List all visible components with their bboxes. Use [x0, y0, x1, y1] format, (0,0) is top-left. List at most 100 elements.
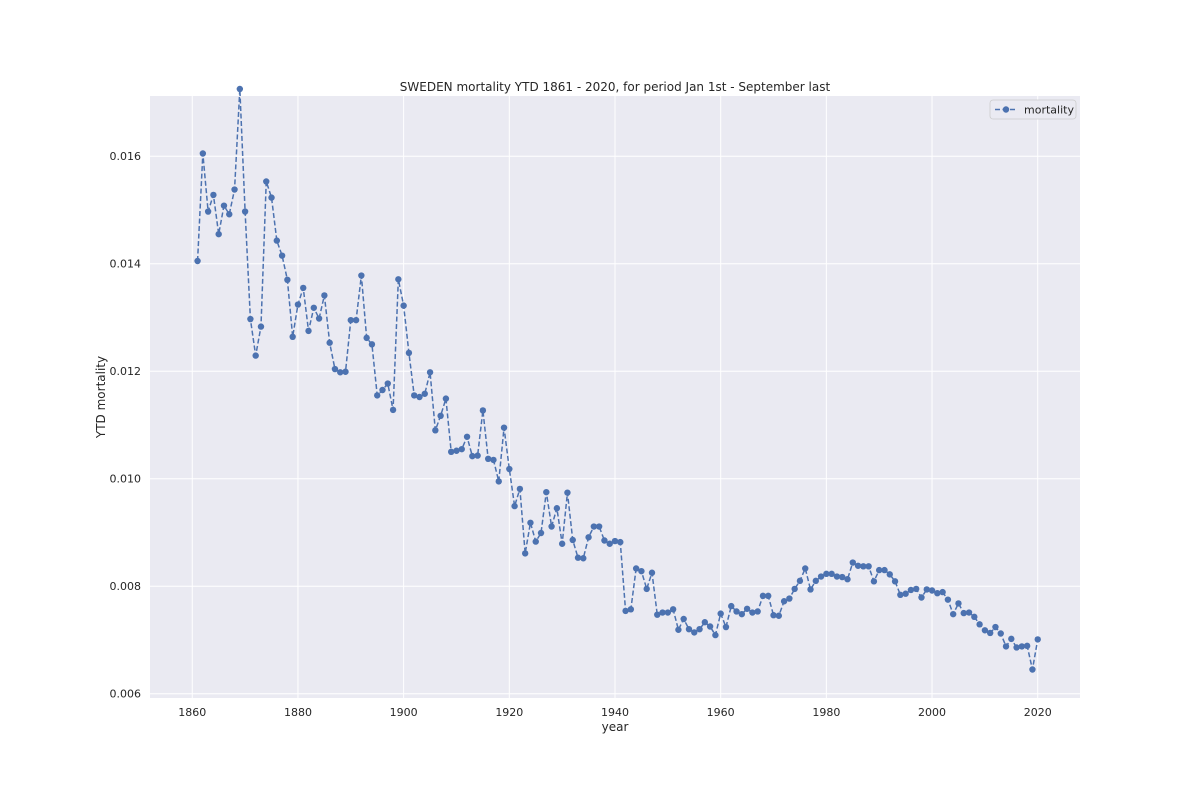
data-point	[701, 619, 709, 626]
data-point	[247, 315, 254, 323]
data-point	[447, 448, 455, 456]
data-point	[199, 150, 207, 157]
data-point	[458, 445, 465, 453]
data-point	[654, 611, 661, 618]
data-point	[569, 536, 576, 544]
data-point	[506, 465, 513, 473]
data-point	[1034, 636, 1041, 643]
data-point	[363, 334, 370, 342]
data-point	[717, 610, 724, 617]
data-point	[479, 407, 487, 414]
data-point	[897, 591, 904, 598]
data-point	[854, 562, 862, 569]
data-point	[389, 406, 397, 414]
data-point	[907, 586, 915, 594]
data-point	[817, 573, 825, 580]
data-point	[210, 191, 217, 199]
legend-box	[989, 99, 1077, 120]
data-point	[675, 626, 682, 633]
data-point	[992, 623, 999, 631]
data-point	[194, 257, 201, 265]
data-point	[495, 478, 502, 485]
data-point	[215, 230, 222, 238]
data-point	[326, 339, 333, 346]
data-point	[1008, 635, 1015, 643]
data-point	[986, 629, 994, 637]
data-point	[537, 529, 545, 537]
data-point	[273, 237, 281, 244]
data-point	[1023, 642, 1031, 650]
data-point	[278, 252, 286, 259]
data-point	[923, 586, 930, 593]
axis-ticks: 1860 1880 1900 1920 1940 1960 1980 2000 2020 0.00…	[110, 150, 1052, 719]
data-point	[257, 323, 265, 330]
data-point	[474, 452, 481, 459]
data-point	[664, 609, 672, 616]
data-point	[384, 380, 391, 387]
data-point	[918, 594, 925, 601]
x-tick-label: 1980	[812, 706, 840, 719]
data-point	[659, 609, 666, 616]
data-point	[315, 315, 323, 322]
data-point	[342, 368, 349, 375]
y-tick-label: 0.010	[110, 473, 142, 486]
x-tick-label: 1920	[495, 706, 523, 719]
data-point	[839, 573, 846, 581]
data-point	[284, 276, 291, 284]
data-point	[1029, 666, 1036, 673]
data-point	[321, 292, 328, 299]
data-point	[775, 612, 783, 619]
data-point	[1013, 644, 1020, 651]
data-point	[680, 615, 687, 623]
data-point	[453, 447, 460, 454]
data-point	[949, 610, 957, 618]
data-point	[553, 505, 561, 512]
x-tick-label: 1860	[178, 706, 206, 719]
data-point	[337, 369, 344, 376]
data-point	[759, 592, 767, 600]
chart-title: SWEDEN mortality YTD 1861 - 2020, for pe…	[400, 80, 831, 94]
data-point	[395, 276, 402, 283]
x-tick-label: 2020	[1024, 706, 1052, 719]
data-point	[891, 578, 899, 585]
data-point	[643, 585, 650, 593]
data-point	[305, 327, 312, 335]
data-point	[722, 623, 730, 631]
data-point	[944, 596, 952, 603]
data-point	[738, 610, 746, 618]
data-point	[331, 365, 339, 373]
data-point	[870, 578, 878, 585]
data-point	[617, 538, 624, 546]
legend: mortality	[989, 99, 1077, 120]
x-tick-label: 1880	[284, 706, 312, 719]
data-point	[627, 606, 635, 613]
data-point	[590, 523, 598, 530]
data-point	[965, 609, 973, 616]
data-point	[463, 433, 471, 440]
x-tick-label: 1940	[601, 706, 629, 719]
data-point	[939, 588, 946, 596]
data-point	[289, 333, 296, 340]
grid-lines	[150, 96, 1080, 698]
data-point	[442, 395, 450, 402]
data-point	[558, 540, 566, 547]
data-point	[981, 627, 989, 634]
data-point	[421, 390, 428, 397]
data-point	[574, 554, 582, 561]
data-point	[728, 602, 735, 610]
data-point	[611, 537, 619, 545]
data-point	[934, 589, 941, 597]
data-point	[432, 427, 439, 434]
data-point	[601, 537, 608, 544]
data-point	[358, 272, 365, 279]
data-point	[606, 540, 613, 547]
data-point	[263, 178, 270, 185]
data-point	[374, 392, 381, 399]
data-point	[928, 587, 936, 594]
data-point	[648, 569, 656, 576]
data-point	[400, 302, 407, 309]
x-tick-label: 2000	[918, 706, 946, 719]
data-point	[347, 316, 354, 324]
data-point	[300, 284, 307, 292]
x-axis-label: year	[602, 720, 629, 734]
